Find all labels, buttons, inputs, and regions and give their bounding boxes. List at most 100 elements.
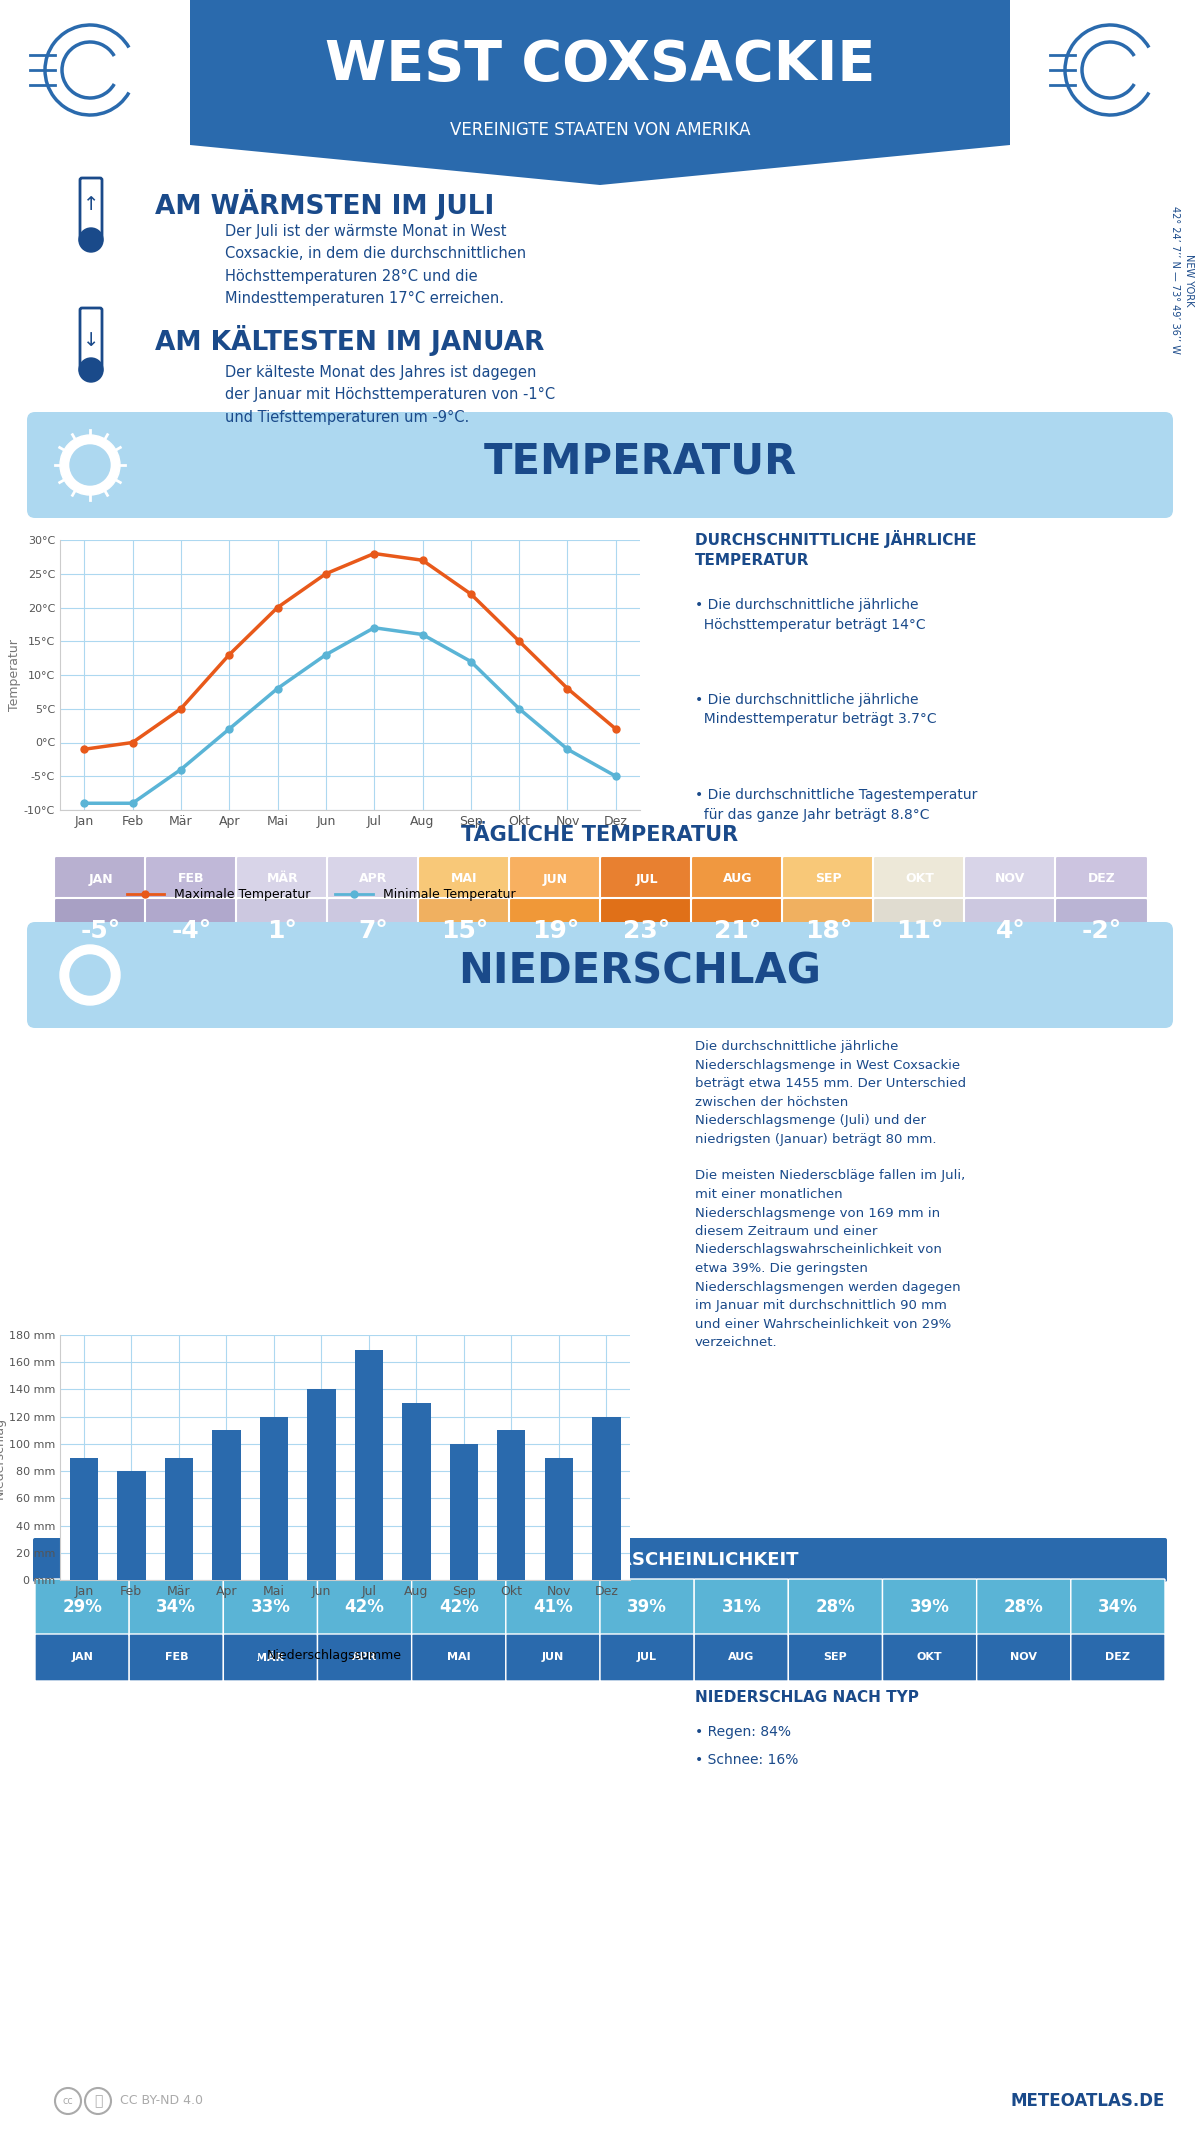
Text: 42%: 42% [344,1599,384,1616]
Text: METEOATLAS.DE: METEOATLAS.DE [1010,2093,1165,2110]
Bar [450,1444,478,1579]
Text: NIEDERSCHLAG NACH TYP: NIEDERSCHLAG NACH TYP [695,1691,919,1706]
FancyBboxPatch shape [418,899,511,963]
FancyBboxPatch shape [691,899,784,963]
FancyBboxPatch shape [509,856,602,901]
Text: JAN: JAN [71,1652,94,1663]
FancyBboxPatch shape [874,899,966,963]
Circle shape [70,954,110,995]
Text: 1°: 1° [268,918,298,944]
Text: • Die durchschnittliche jährliche
  Höchsttemperatur beträgt 14°C: • Die durchschnittliche jährliche Höchst… [695,597,925,631]
Text: 23°: 23° [623,918,670,944]
FancyBboxPatch shape [418,856,511,901]
FancyBboxPatch shape [318,1635,412,1682]
Text: Die durchschnittliche jährliche
Niederschlagsmenge in West Coxsackie
beträgt etw: Die durchschnittliche jährliche Niedersc… [695,1040,966,1348]
Text: Der kälteste Monat des Jahres ist dagegen
der Januar mit Höchsttemperaturen von : Der kälteste Monat des Jahres ist dagege… [226,366,556,424]
Text: 19°: 19° [532,918,580,944]
Text: 29%: 29% [62,1599,102,1616]
Circle shape [79,229,103,253]
Text: APR: APR [352,1652,377,1663]
FancyBboxPatch shape [130,1635,223,1682]
Text: NIEDERSCHLAG: NIEDERSCHLAG [458,950,822,993]
Bar [259,1417,288,1579]
FancyBboxPatch shape [412,1635,506,1682]
Text: DEZ: DEZ [1105,1652,1130,1663]
FancyBboxPatch shape [977,1579,1070,1635]
Legend: Niederschlagssumme: Niederschlagssumme [227,1644,407,1667]
FancyBboxPatch shape [694,1635,788,1682]
Text: • Schnee: 16%: • Schnee: 16% [695,1753,798,1768]
Text: -5°: -5° [80,918,121,944]
FancyBboxPatch shape [326,856,420,901]
Text: 34%: 34% [1098,1599,1138,1616]
FancyBboxPatch shape [964,899,1057,963]
Text: JAN: JAN [88,873,113,886]
Text: 39%: 39% [628,1599,667,1616]
FancyBboxPatch shape [28,413,1174,518]
Text: DEZ: DEZ [1087,873,1116,886]
FancyBboxPatch shape [600,1579,694,1635]
Bar [212,1430,240,1579]
FancyBboxPatch shape [318,1579,412,1635]
FancyBboxPatch shape [28,922,1174,1027]
Text: DURCHSCHNITTLICHE JÄHRLICHE
TEMPERATUR: DURCHSCHNITTLICHE JÄHRLICHE TEMPERATUR [695,531,977,567]
Text: JUL: JUL [637,1652,658,1663]
Text: 34%: 34% [156,1599,196,1616]
Text: • Regen: 84%: • Regen: 84% [695,1725,791,1740]
FancyBboxPatch shape [412,1579,506,1635]
FancyBboxPatch shape [236,856,329,901]
Text: JUN: JUN [541,1652,564,1663]
Text: WEST COXSACKIE: WEST COXSACKIE [325,39,875,92]
Text: 41%: 41% [533,1599,572,1616]
Text: MÄR: MÄR [266,873,299,886]
Text: 4°: 4° [996,918,1026,944]
Text: MÄR: MÄR [257,1652,284,1663]
FancyBboxPatch shape [509,899,602,963]
FancyBboxPatch shape [874,856,966,901]
Text: MAI: MAI [446,1652,470,1663]
Text: Der Juli ist der wärmste Monat in West
Coxsackie, in dem die durchschnittlichen
: Der Juli ist der wärmste Monat in West C… [226,225,526,306]
FancyBboxPatch shape [506,1579,600,1635]
Text: 33%: 33% [251,1599,290,1616]
Text: • Die durchschnittliche Tagestemperatur
  für das ganze Jahr beträgt 8.8°C: • Die durchschnittliche Tagestemperatur … [695,788,977,822]
FancyBboxPatch shape [223,1579,318,1635]
Text: JUN: JUN [542,873,568,886]
FancyBboxPatch shape [223,1635,318,1682]
Text: OKT: OKT [905,873,934,886]
Text: VEREINIGTE STAATEN VON AMERIKA: VEREINIGTE STAATEN VON AMERIKA [450,122,750,139]
Bar [592,1417,620,1579]
Text: NEW YORK
42° 24’ 7’’ N — 73° 49’ 36’’ W: NEW YORK 42° 24’ 7’’ N — 73° 49’ 36’’ W [1170,205,1194,353]
Text: 11°: 11° [895,918,943,944]
Text: OKT: OKT [917,1652,942,1663]
FancyBboxPatch shape [326,899,420,963]
FancyBboxPatch shape [54,856,148,901]
Text: AM KÄLTESTEN IM JANUAR: AM KÄLTESTEN IM JANUAR [155,325,545,355]
Text: ↓: ↓ [83,330,100,349]
Text: APR: APR [359,873,388,886]
Text: • Die durchschnittliche jährliche
  Mindesttemperatur beträgt 3.7°C: • Die durchschnittliche jährliche Mindes… [695,693,937,725]
Text: NOV: NOV [1010,1652,1037,1663]
Text: 7°: 7° [359,918,389,944]
Bar [402,1404,431,1579]
Bar [497,1430,526,1579]
FancyBboxPatch shape [34,1539,1166,1581]
Text: TEMPERATUR: TEMPERATUR [484,441,797,484]
Text: FEB: FEB [164,1652,188,1663]
Text: SEP: SEP [815,873,842,886]
Text: 28%: 28% [816,1599,856,1616]
Text: SEP: SEP [823,1652,847,1663]
Legend: Maximale Temperatur, Minimale Temperatur: Maximale Temperatur, Minimale Temperatur [121,884,521,907]
Text: MAI: MAI [451,873,478,886]
FancyBboxPatch shape [145,899,238,963]
FancyBboxPatch shape [694,1579,788,1635]
Text: -2°: -2° [1081,918,1122,944]
FancyBboxPatch shape [782,899,875,963]
Circle shape [60,434,120,494]
Polygon shape [190,0,1010,184]
Circle shape [70,445,110,486]
Y-axis label: Temperatur: Temperatur [8,640,22,710]
Text: ⓘ: ⓘ [94,2095,102,2108]
Text: 31%: 31% [721,1599,761,1616]
FancyBboxPatch shape [1070,1579,1165,1635]
FancyBboxPatch shape [964,856,1057,901]
